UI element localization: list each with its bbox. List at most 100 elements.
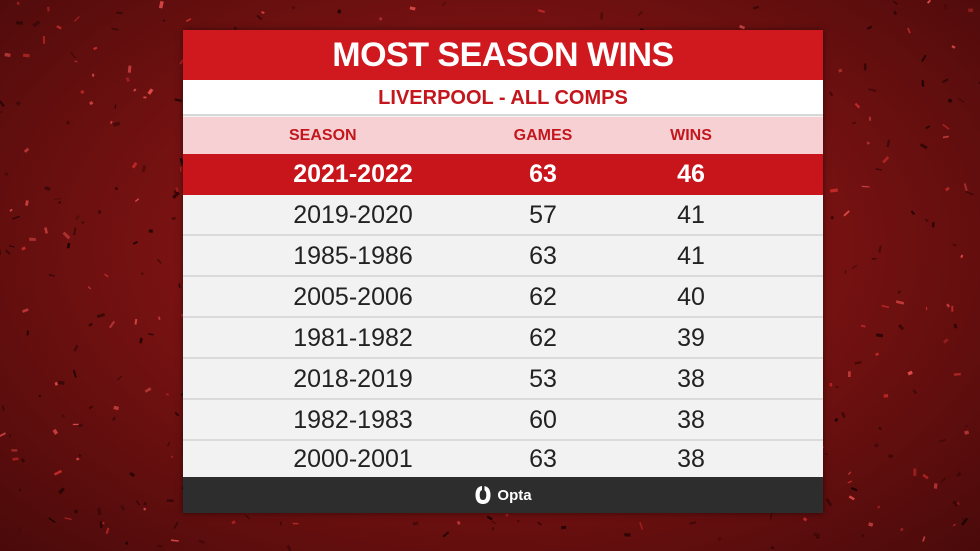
confetti-piece <box>866 141 870 145</box>
confetti-piece <box>256 14 263 21</box>
confetti-piece <box>925 125 931 130</box>
confetti-piece <box>940 477 946 483</box>
confetti-piece <box>962 517 965 521</box>
confetti-piece <box>850 487 858 492</box>
confetti-piece <box>80 89 85 95</box>
confetti-piece <box>442 531 450 538</box>
confetti-piece <box>537 9 545 13</box>
confetti-piece <box>73 344 79 352</box>
confetti-piece <box>860 533 865 538</box>
confetti-piece <box>919 143 928 150</box>
confetti-piece <box>127 65 132 73</box>
confetti-piece <box>854 102 861 109</box>
confetti-piece <box>81 220 85 225</box>
confetti-piece <box>491 520 497 525</box>
confetti-piece <box>933 483 938 489</box>
confetti-piece <box>944 186 950 192</box>
confetti-piece <box>944 4 947 9</box>
confetti-piece <box>942 78 949 83</box>
confetti-piece <box>965 190 974 196</box>
confetti-piece <box>48 517 56 523</box>
confetti-piece <box>0 248 2 255</box>
confetti-piece <box>174 411 180 417</box>
confetti-piece <box>516 519 520 523</box>
confetti-piece <box>175 187 179 193</box>
confetti-piece <box>951 45 956 49</box>
confetti-piece <box>57 380 65 385</box>
confetti-piece <box>70 51 76 59</box>
confetti-piece <box>143 507 146 511</box>
confetti-piece <box>129 471 136 478</box>
confetti-piece <box>486 515 493 521</box>
confetti-piece <box>843 210 850 217</box>
wins-cell: 46 <box>677 160 705 188</box>
confetti-piece <box>292 6 295 10</box>
confetti-piece <box>868 522 874 527</box>
confetti-piece <box>953 323 958 329</box>
confetti-piece <box>878 426 883 431</box>
confetti-piece <box>881 304 890 309</box>
confetti-piece <box>0 100 5 108</box>
confetti-piece <box>144 387 152 393</box>
confetti-piece <box>9 208 13 212</box>
confetti-piece <box>172 191 180 199</box>
confetti-piece <box>104 273 109 278</box>
season-cell: 1981-1982 <box>293 324 413 352</box>
confetti-piece <box>72 423 79 426</box>
confetti-piece <box>66 120 70 125</box>
confetti-piece <box>947 98 953 103</box>
confetti-piece <box>561 525 567 530</box>
confetti-piece <box>17 528 22 534</box>
confetti-piece <box>198 539 206 544</box>
confetti-piece <box>907 27 911 34</box>
opta-logo-icon <box>474 485 492 505</box>
confetti-piece <box>866 25 873 30</box>
column-header-games: GAMES <box>513 127 573 144</box>
games-cell: 63 <box>529 242 557 270</box>
confetti-piece <box>148 333 154 336</box>
confetti-piece <box>717 536 722 541</box>
confetti-piece <box>134 198 140 203</box>
confetti-piece <box>134 318 138 325</box>
confetti-piece <box>97 507 102 516</box>
confetti-piece <box>0 432 7 438</box>
confetti-piece <box>938 438 947 443</box>
confetti-piece <box>54 197 62 201</box>
confetti-piece <box>157 544 163 548</box>
confetti-piece <box>868 88 877 92</box>
season-cell: 2000-2001 <box>293 445 413 473</box>
wins-cell: 38 <box>677 445 705 473</box>
confetti-piece <box>147 88 154 95</box>
confetti-piece <box>22 53 30 58</box>
table-row: 2019-2020 57 41 <box>183 195 823 236</box>
confetti-piece <box>8 245 15 248</box>
games-cell: 62 <box>529 324 557 352</box>
confetti-piece <box>112 416 117 421</box>
confetti-piece <box>179 167 182 172</box>
confetti-piece <box>25 200 29 206</box>
confetti-piece <box>925 306 928 311</box>
confetti-piece <box>116 11 123 15</box>
confetti-piece <box>960 254 964 259</box>
confetti-piece <box>15 100 21 106</box>
table-row: 2000-2001 63 38 <box>183 441 823 477</box>
confetti-piece <box>156 258 162 264</box>
confetti-piece <box>830 216 834 220</box>
confetti-piece <box>888 454 893 459</box>
confetti-piece <box>162 19 166 22</box>
confetti-piece <box>29 237 36 242</box>
confetti-piece <box>38 394 41 398</box>
wins-cell: 41 <box>677 201 705 229</box>
confetti-piece <box>931 222 935 228</box>
confetti-piece <box>875 168 883 171</box>
confetti-piece <box>61 414 65 418</box>
confetti-piece <box>120 504 126 511</box>
confetti-piece <box>861 185 870 188</box>
confetti-piece <box>922 473 929 480</box>
confetti-piece <box>921 54 927 62</box>
confetti-piece <box>965 424 969 428</box>
confetti-piece <box>921 80 925 87</box>
confetti-piece <box>72 369 77 378</box>
confetti-piece <box>261 10 265 14</box>
wins-cell: 38 <box>677 406 705 434</box>
